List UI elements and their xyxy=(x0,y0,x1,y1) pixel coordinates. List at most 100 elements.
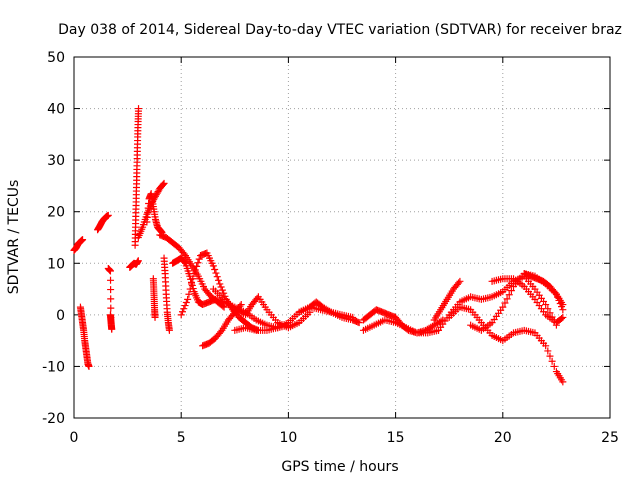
x-tick-label: 15 xyxy=(387,430,405,446)
series-arc-25 xyxy=(488,275,567,327)
data-point xyxy=(177,311,185,319)
x-tick-label: 20 xyxy=(494,430,512,446)
data-point xyxy=(178,308,186,316)
data-point xyxy=(546,352,554,360)
data-layer xyxy=(70,105,567,386)
series-arc-26 xyxy=(520,270,567,314)
y-tick-label: 20 xyxy=(47,205,65,221)
data-point xyxy=(135,105,143,113)
data-point xyxy=(188,281,196,289)
series-arc-18 xyxy=(295,298,357,321)
data-point xyxy=(212,269,220,277)
y-tick-label: 40 xyxy=(47,102,65,118)
data-point xyxy=(106,267,114,275)
data-point xyxy=(181,258,189,266)
y-axis-label: SDTVAR / TECUs xyxy=(6,180,22,295)
data-point xyxy=(186,285,194,293)
tick-labels-layer: 0 5 10 15 20 25 -20 -10 0 10 20 30 40 50 xyxy=(42,50,619,446)
data-point xyxy=(217,283,225,291)
series-arc-16 xyxy=(209,285,314,332)
data-point xyxy=(501,299,509,307)
data-point xyxy=(505,291,513,299)
data-point xyxy=(151,313,159,321)
x-tick-label: 25 xyxy=(601,430,619,446)
series-arc-23 xyxy=(445,303,567,386)
data-point xyxy=(216,280,224,288)
data-point xyxy=(552,290,560,298)
data-point xyxy=(503,295,511,303)
data-point xyxy=(355,319,363,327)
data-point xyxy=(185,290,193,298)
series-arc-4 xyxy=(104,264,115,321)
y-tick-label: 50 xyxy=(47,50,65,66)
data-point xyxy=(160,179,168,187)
data-point xyxy=(550,362,558,370)
data-point xyxy=(191,266,199,274)
series-arc-21 xyxy=(430,277,464,324)
series-arc-11 xyxy=(160,254,173,334)
data-point xyxy=(85,362,93,370)
x-tick-label: 0 xyxy=(70,430,79,446)
series-arc-6 xyxy=(126,257,142,271)
data-point xyxy=(107,304,115,312)
data-point xyxy=(165,326,173,334)
data-point xyxy=(559,313,567,321)
data-point xyxy=(499,303,507,311)
data-point xyxy=(507,287,515,295)
data-point xyxy=(555,296,563,304)
data-point xyxy=(236,302,244,310)
y-tick-label: 0 xyxy=(56,308,65,324)
data-point xyxy=(107,276,115,284)
ticks-layer xyxy=(73,56,611,419)
data-point xyxy=(79,236,87,244)
data-point xyxy=(209,262,217,270)
data-point xyxy=(180,250,188,258)
y-tick-label: -10 xyxy=(42,359,65,375)
data-point xyxy=(215,276,223,284)
plot-frame xyxy=(73,56,611,419)
data-point xyxy=(559,306,567,314)
data-point xyxy=(551,289,559,297)
data-point xyxy=(211,265,219,273)
data-point xyxy=(217,328,225,336)
data-point xyxy=(195,255,203,263)
grid-layer xyxy=(74,57,610,418)
data-point xyxy=(455,279,463,287)
data-point xyxy=(544,305,552,313)
data-point xyxy=(554,293,562,301)
data-point xyxy=(184,295,192,303)
data-point xyxy=(253,294,261,302)
series-arc-7 xyxy=(131,105,143,249)
data-point xyxy=(456,277,464,285)
data-point xyxy=(548,357,556,365)
data-point xyxy=(544,347,552,355)
data-point xyxy=(159,180,167,188)
data-point xyxy=(107,295,115,303)
data-point xyxy=(213,273,221,281)
data-point xyxy=(220,289,228,297)
data-point xyxy=(187,280,195,288)
chart-title: Day 038 of 2014, Sidereal Day-to-day VTE… xyxy=(58,22,622,38)
data-point xyxy=(558,303,566,311)
y-tick-label: 30 xyxy=(47,153,65,169)
data-point xyxy=(154,188,162,196)
data-point xyxy=(153,189,161,197)
x-tick-label: 10 xyxy=(279,430,297,446)
x-tick-label: 5 xyxy=(177,430,186,446)
series-arc-3 xyxy=(94,211,112,234)
data-point xyxy=(107,286,115,294)
data-point xyxy=(221,292,229,300)
x-axis-label: GPS time / hours xyxy=(281,459,398,475)
series-arc-1 xyxy=(70,236,87,254)
data-point xyxy=(542,301,550,309)
data-point xyxy=(556,300,564,308)
data-point xyxy=(193,262,201,270)
data-point xyxy=(542,342,550,350)
data-point xyxy=(189,275,197,283)
data-point xyxy=(104,211,112,219)
series-arc-15 xyxy=(199,301,245,350)
data-point xyxy=(182,298,190,306)
data-point xyxy=(349,313,357,321)
y-tick-label: 10 xyxy=(47,256,65,272)
